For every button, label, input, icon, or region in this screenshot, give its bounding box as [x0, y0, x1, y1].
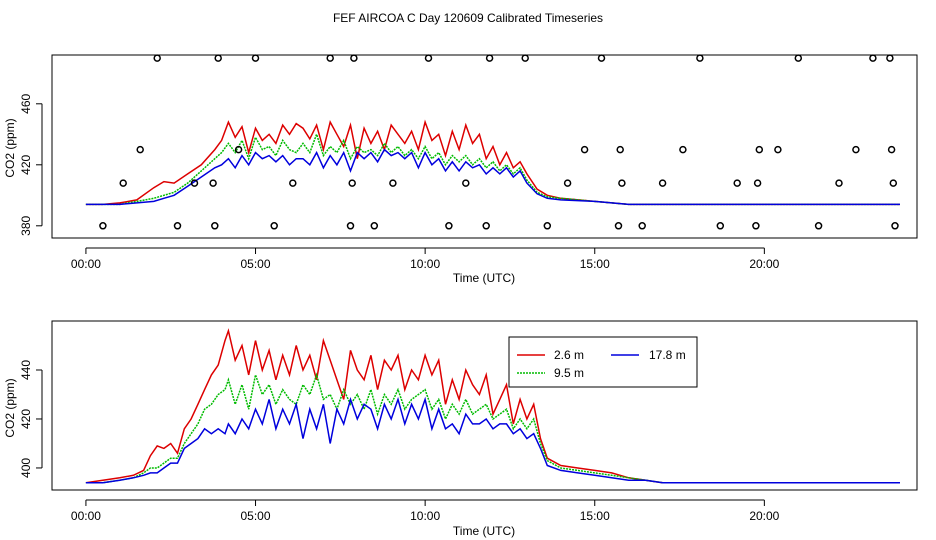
- bot-y-tick-label: 400: [19, 458, 33, 478]
- reference-point: [214, 54, 222, 62]
- reference-point: [597, 54, 606, 62]
- reference-point: [563, 179, 572, 187]
- reference-point: [580, 145, 589, 154]
- reference-point: [616, 145, 624, 154]
- reference-point: [887, 145, 896, 154]
- reference-point: [891, 222, 899, 230]
- bottom-plot-frame: [51, 320, 918, 491]
- legend-label-2-6m: 2.6 m: [554, 348, 584, 362]
- reference-point: [211, 222, 219, 230]
- reference-point: [234, 145, 243, 154]
- bot-x-tick-label: 05:00: [241, 509, 271, 523]
- reference-point: [370, 222, 379, 230]
- reference-point: [424, 54, 433, 62]
- reference-point: [482, 222, 490, 230]
- reference-point: [618, 179, 626, 187]
- bottom-y-axis: 400 420 440: [19, 360, 43, 478]
- reference-point: [119, 179, 127, 187]
- top-reference-points: [99, 54, 899, 230]
- reference-point: [814, 222, 823, 230]
- top-x-axis: 00:00 05:00 10:00 15:00 20:00: [71, 247, 780, 271]
- legend: 2.6 m 17.8 m 9.5 m: [508, 336, 698, 388]
- reference-point: [679, 145, 687, 154]
- top-x-tick-label: 00:00: [71, 257, 101, 271]
- reference-point: [348, 179, 356, 187]
- reference-point: [326, 54, 334, 62]
- reference-point: [774, 145, 782, 154]
- reference-point: [485, 54, 494, 62]
- top-x-tick-label: 20:00: [749, 257, 779, 271]
- reference-point: [794, 54, 803, 62]
- top-series-lines: [85, 119, 900, 206]
- reference-point: [658, 179, 667, 187]
- top-y-axis-title: CO2 (ppm): [3, 118, 17, 177]
- reference-point: [638, 222, 646, 230]
- bottom-series-lines: [85, 328, 900, 484]
- legend-label-17-8m: 17.8 m: [649, 348, 686, 362]
- series-line-17-8-m: [85, 148, 900, 206]
- reference-point: [886, 54, 894, 62]
- reference-point: [462, 179, 470, 187]
- reference-point: [869, 54, 877, 62]
- bot-x-tick-label: 15:00: [580, 509, 610, 523]
- reference-point: [346, 222, 355, 230]
- top-x-tick-label: 05:00: [241, 257, 271, 271]
- top-y-axis: 380 420 460: [19, 93, 43, 236]
- reference-point: [270, 222, 278, 230]
- top-panel: 00:00 05:00 10:00 15:00 20:00 380 420 460 Time…: [3, 54, 918, 285]
- top-y-tick-label: 460: [19, 93, 33, 113]
- reference-point: [755, 145, 764, 154]
- reference-point: [251, 54, 260, 62]
- reference-point: [696, 54, 704, 62]
- bot-x-tick-label: 00:00: [71, 509, 101, 523]
- reference-point: [173, 222, 182, 230]
- bot-y-tick-label: 420: [19, 409, 33, 429]
- series-line-2-6-m: [85, 119, 900, 206]
- reference-point: [445, 222, 453, 230]
- top-x-tick-label: 15:00: [580, 257, 610, 271]
- reference-point: [753, 179, 762, 187]
- bottom-panel: 00:00 05:00 10:00 15:00 20:00 400 420 440 Time…: [3, 320, 918, 538]
- reference-point: [752, 222, 760, 230]
- reference-point: [153, 54, 161, 62]
- bot-x-tick-label: 20:00: [749, 509, 779, 523]
- series-line-9-5-m: [85, 372, 900, 484]
- reference-point: [521, 54, 529, 62]
- top-y-tick-label: 380: [19, 215, 33, 235]
- top-plot-frame: [51, 54, 918, 239]
- chart-title: FEF AIRCOA C Day 120609 Calibrated Times…: [333, 11, 603, 25]
- legend-box: [508, 336, 698, 388]
- reference-point: [136, 145, 144, 154]
- reference-point: [733, 179, 741, 187]
- series-line-2-6-m: [85, 328, 900, 484]
- reference-point: [190, 179, 199, 187]
- bottom-y-axis-title: CO2 (ppm): [3, 378, 17, 437]
- bottom-x-axis: 00:00 05:00 10:00 15:00 20:00: [71, 499, 780, 523]
- reference-point: [614, 222, 623, 230]
- reference-point: [543, 222, 552, 230]
- reference-point: [889, 179, 898, 187]
- series-line-17-8-m: [85, 396, 900, 484]
- reference-point: [99, 222, 107, 230]
- legend-label-9-5m: 9.5 m: [554, 366, 584, 380]
- top-y-tick-label: 420: [19, 154, 33, 174]
- reference-point: [716, 222, 725, 230]
- bottom-x-axis-title: Time (UTC): [453, 524, 515, 538]
- reference-point: [350, 54, 358, 62]
- top-x-axis-title: Time (UTC): [453, 271, 515, 285]
- reference-point: [389, 179, 397, 187]
- bot-x-tick-label: 10:00: [410, 509, 440, 523]
- reference-point: [835, 179, 843, 187]
- reference-point: [852, 145, 860, 154]
- series-line-9-5-m: [85, 132, 900, 206]
- reference-point: [289, 179, 297, 187]
- bot-y-tick-label: 440: [19, 360, 33, 380]
- top-x-tick-label: 10:00: [410, 257, 440, 271]
- reference-point: [209, 179, 217, 187]
